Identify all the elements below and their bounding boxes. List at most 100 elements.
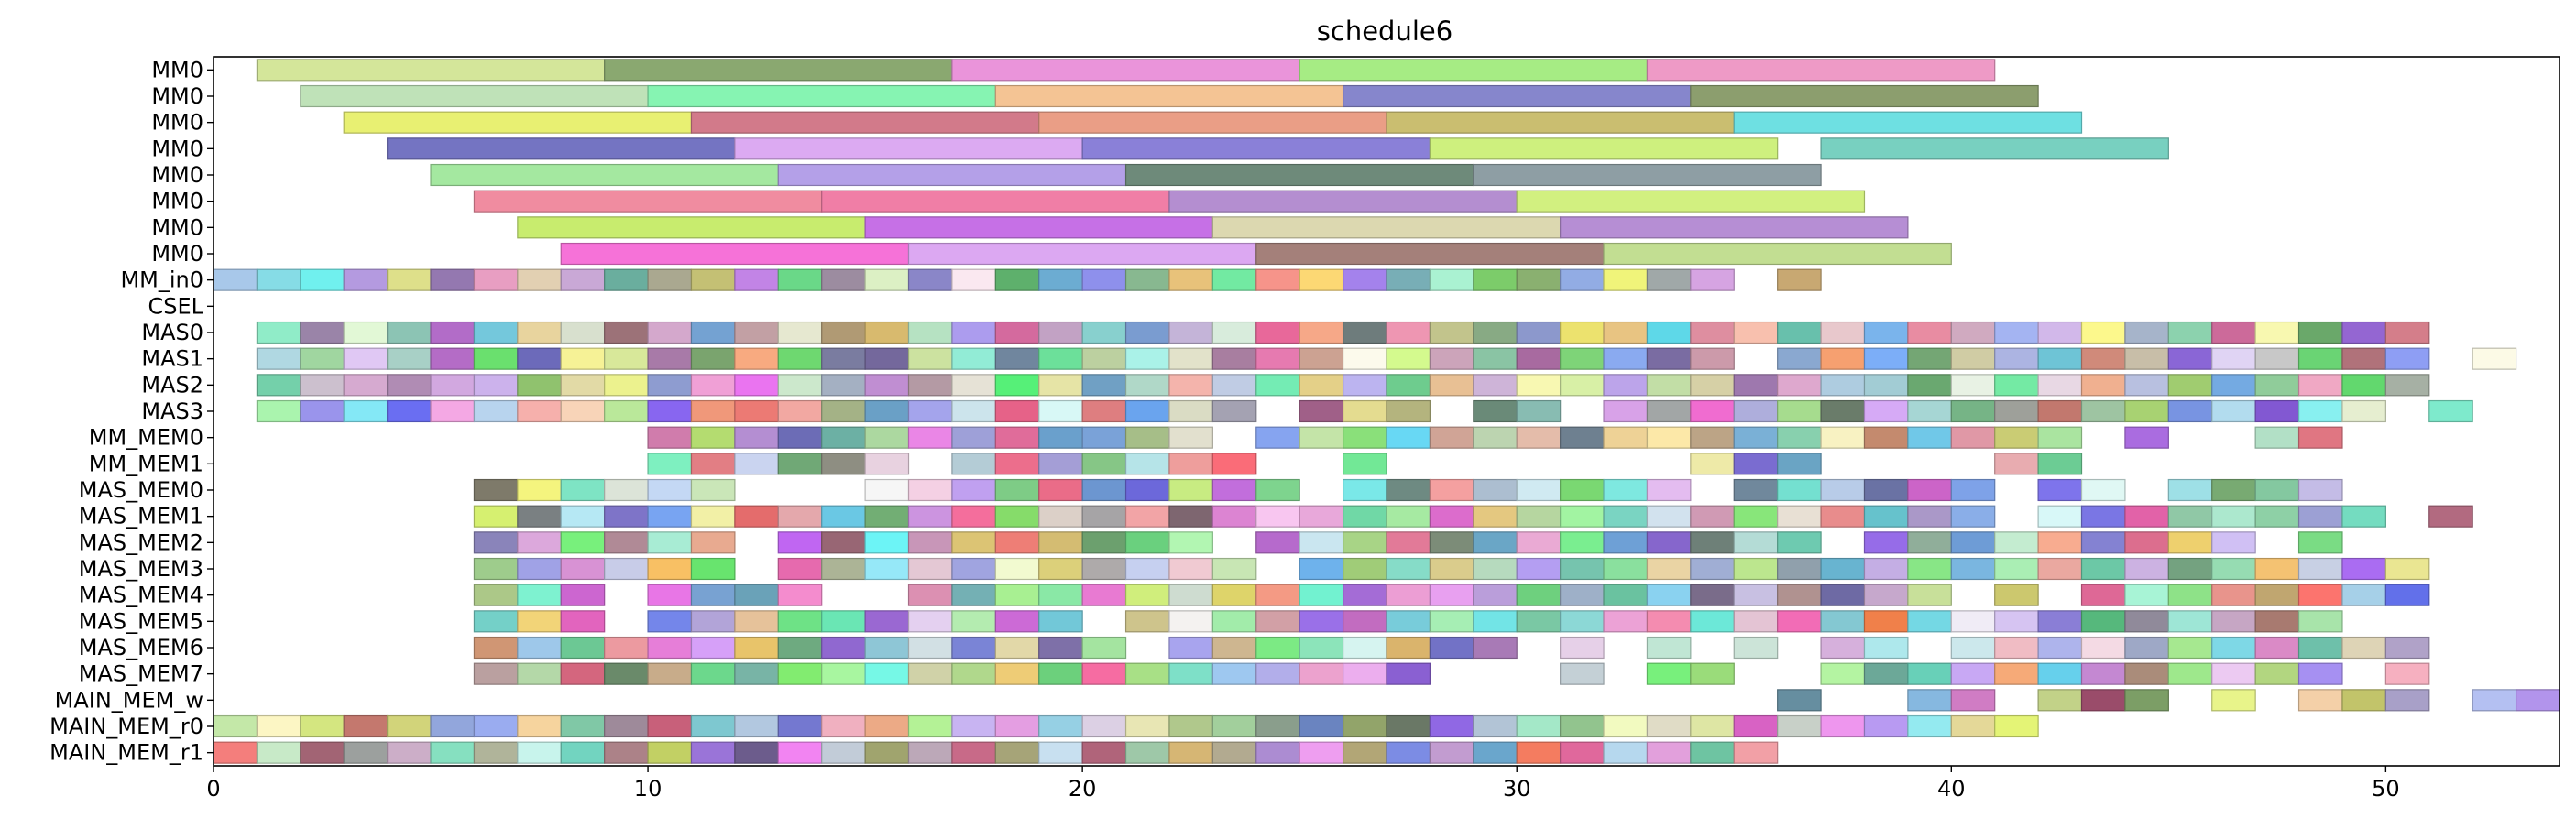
task-bar	[1211, 374, 1257, 397]
task-bar	[1081, 714, 1127, 738]
task-bar	[994, 478, 1040, 502]
task-bar	[1386, 610, 1431, 633]
x-tick-label: 10	[634, 776, 663, 802]
task-bar	[907, 714, 953, 738]
task-bar	[1168, 374, 1213, 397]
task-bar	[1168, 478, 1213, 502]
task-bar	[647, 557, 693, 581]
task-bar	[2341, 374, 2386, 397]
task-bar	[734, 505, 779, 528]
task-bar	[734, 741, 779, 764]
task-bar	[2167, 374, 2213, 397]
x-tick-label: 50	[2372, 776, 2400, 802]
task-bar	[1560, 531, 1605, 554]
task-bar	[560, 374, 606, 397]
task-bar	[604, 714, 649, 738]
task-bar	[690, 374, 736, 397]
task-bar	[1429, 714, 1474, 738]
task-bar	[864, 531, 910, 554]
task-bar	[994, 557, 1040, 581]
task-bar	[1733, 111, 2083, 134]
task-bar	[951, 636, 996, 660]
task-bar	[1038, 741, 1083, 764]
task-bar	[1863, 505, 1909, 528]
task-bar	[2167, 610, 2213, 633]
task-bar	[1994, 714, 2039, 738]
task-bar	[2167, 531, 2213, 554]
task-bar	[1516, 610, 1562, 633]
task-bar	[1820, 374, 1866, 397]
task-bar	[777, 268, 823, 291]
task-bar	[690, 453, 736, 475]
task-bar	[1777, 689, 1822, 712]
task-bar	[1820, 399, 1866, 423]
task-bar	[1646, 714, 1692, 738]
task-bar	[517, 636, 562, 660]
task-bar	[256, 268, 301, 291]
task-bar	[1255, 610, 1300, 633]
task-bar	[256, 59, 606, 82]
task-bar	[2167, 347, 2213, 370]
task-bar	[1820, 505, 1866, 528]
task-bar	[2124, 689, 2169, 712]
task-bar	[1342, 268, 1387, 291]
task-bar	[1473, 610, 1518, 633]
y-tick-label: MM0	[151, 162, 203, 188]
task-bar	[647, 321, 693, 344]
y-tick-label: MM0	[151, 136, 203, 161]
task-bar	[907, 662, 953, 685]
task-bar	[777, 163, 1127, 187]
y-tick-label: MAS3	[141, 398, 203, 424]
task-bar	[1473, 714, 1518, 738]
task-bar	[1299, 531, 1344, 554]
task-bar	[821, 636, 866, 660]
task-bar	[1994, 453, 2039, 475]
y-tick-label: MM_MEM1	[89, 451, 203, 476]
task-bar	[2124, 636, 2169, 660]
y-tick-label: MAS_MEM4	[79, 583, 203, 608]
task-bar	[2341, 505, 2386, 528]
task-bar	[647, 636, 693, 660]
task-bar	[1299, 347, 1344, 370]
task-bar	[560, 478, 606, 502]
task-bar	[2037, 689, 2083, 712]
task-bar	[1907, 689, 1952, 712]
task-bar	[777, 584, 823, 606]
y-axis-labels: MM0MM0MM0MM0MM0MM0MM0MM0MM_in0CSELMAS0MA…	[49, 57, 214, 766]
task-bar	[213, 268, 258, 291]
task-bar	[1473, 741, 1518, 764]
task-bar	[1690, 505, 1735, 528]
task-bar	[1646, 59, 1996, 82]
task-bar	[2124, 399, 2169, 423]
task-bar	[1081, 584, 1127, 606]
task-bar	[2341, 689, 2386, 712]
task-bar	[1429, 374, 1474, 397]
task-bar	[647, 662, 693, 685]
task-bar	[2211, 478, 2256, 502]
task-bar	[1733, 741, 1779, 764]
task-bar	[604, 531, 649, 554]
task-bar	[213, 714, 258, 738]
task-bar	[1994, 610, 2039, 633]
task-bar	[1429, 531, 1474, 554]
task-bar	[213, 741, 258, 764]
task-bar	[777, 662, 823, 685]
task-bar	[1255, 321, 1300, 344]
task-bar	[604, 557, 649, 581]
task-bar	[1081, 505, 1127, 528]
task-bar	[1560, 741, 1605, 764]
task-bar	[1081, 636, 1127, 660]
task-bar	[1863, 399, 1909, 423]
task-bar	[1907, 610, 1952, 633]
task-bar	[1560, 347, 1605, 370]
task-bar	[1863, 714, 1909, 738]
task-bar	[2297, 478, 2343, 502]
task-bar	[864, 347, 910, 370]
task-bar	[1038, 374, 1083, 397]
task-bar	[951, 714, 996, 738]
y-tick-label: MAS_MEM7	[79, 661, 203, 687]
task-bar	[300, 347, 345, 370]
task-bar	[387, 268, 432, 291]
task-bar	[951, 321, 996, 344]
task-bar	[951, 399, 996, 423]
